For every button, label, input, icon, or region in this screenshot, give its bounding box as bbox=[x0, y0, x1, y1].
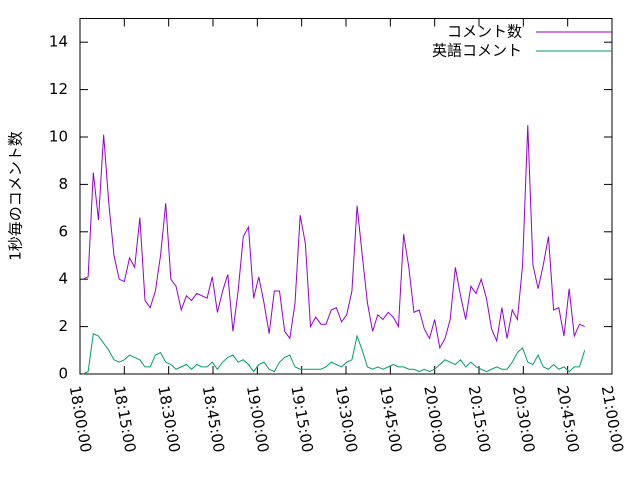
legend-label: 英語コメント bbox=[432, 42, 522, 60]
x-tick-label: 18:00:00 bbox=[66, 384, 95, 453]
x-tick-label: 20:30:00 bbox=[509, 384, 538, 453]
x-tick-label: 19:15:00 bbox=[287, 384, 316, 453]
x-tick-label: 18:45:00 bbox=[199, 384, 228, 453]
x-tick-label: 19:30:00 bbox=[332, 384, 361, 453]
series-line bbox=[82, 332, 586, 375]
x-tick-label: 18:30:00 bbox=[154, 384, 183, 453]
y-tick-label: 0 bbox=[58, 365, 68, 383]
y-tick-label: 4 bbox=[58, 270, 68, 288]
y-tick-label: 14 bbox=[49, 33, 68, 51]
y-tick-label: 8 bbox=[58, 175, 68, 193]
plot-border bbox=[79, 18, 613, 375]
x-tick-label: 20:15:00 bbox=[465, 384, 494, 453]
legend-label: コメント数 bbox=[447, 23, 522, 41]
x-tick-label: 19:45:00 bbox=[376, 384, 405, 453]
y-tick-label: 12 bbox=[49, 80, 68, 98]
x-tick-label: 21:00:00 bbox=[598, 384, 627, 453]
x-tick-label: 20:00:00 bbox=[420, 384, 449, 453]
y-tick-label: 2 bbox=[58, 317, 68, 335]
x-tick-label: 18:15:00 bbox=[110, 384, 139, 453]
y-tick-label: 6 bbox=[58, 222, 68, 240]
series-line bbox=[82, 125, 585, 350]
y-axis-label: 1秒毎のコメント数 bbox=[7, 131, 25, 261]
x-tick-label: 20:45:00 bbox=[553, 384, 582, 453]
x-tick-label: 19:00:00 bbox=[243, 384, 272, 453]
y-tick-label: 10 bbox=[49, 128, 68, 146]
